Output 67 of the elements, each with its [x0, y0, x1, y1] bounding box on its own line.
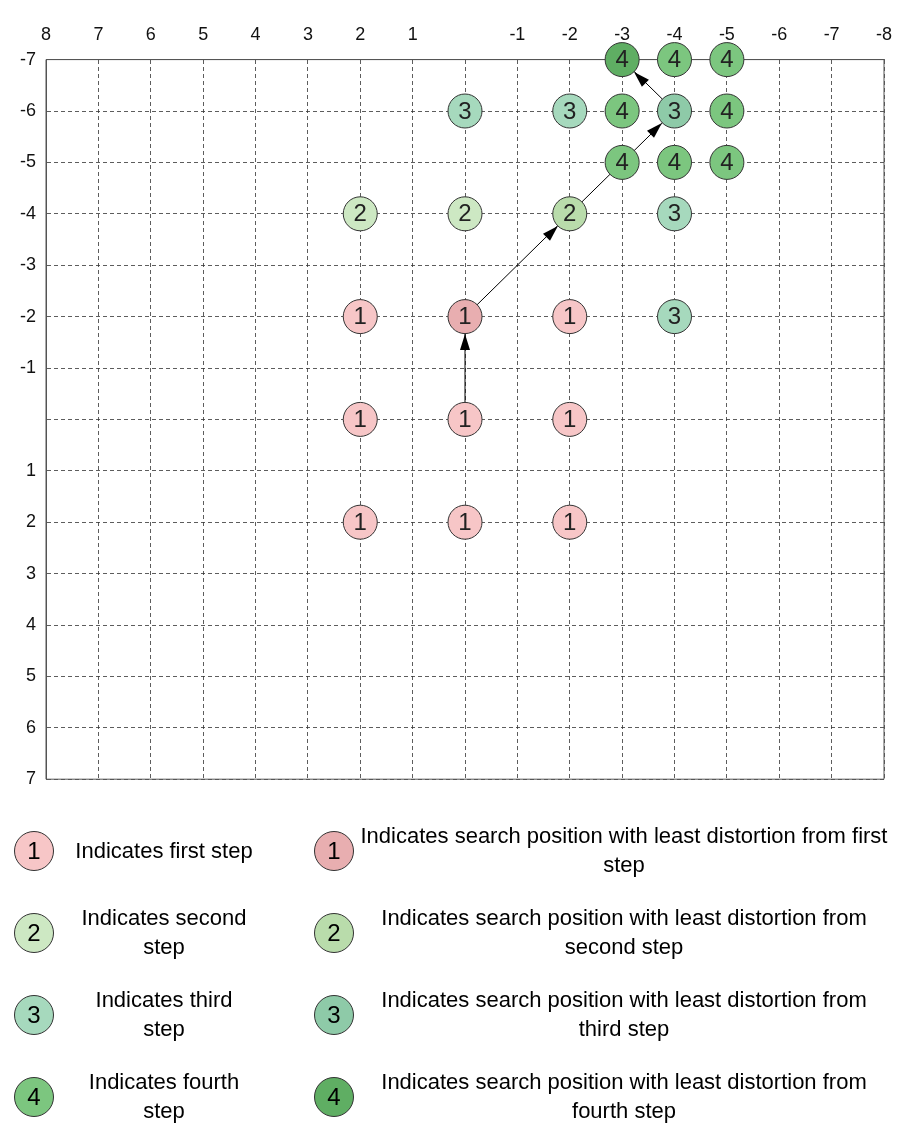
x-tick-label: -6: [771, 23, 788, 44]
x-tick-label: 6: [145, 23, 156, 44]
y-tick-label: 2: [25, 511, 36, 532]
annotation: 1: [458, 405, 472, 433]
y-tick-label: 5: [25, 665, 36, 686]
x-tick-label: -4: [666, 23, 683, 44]
annotation: 4: [615, 148, 629, 176]
x-tick-label: 1: [407, 23, 418, 44]
y-tick-label: 7: [25, 768, 36, 789]
y-tick-label: 1: [25, 459, 36, 480]
annotation: 3: [667, 96, 682, 124]
annotation: 4: [615, 45, 629, 73]
annotation: 4: [720, 45, 734, 73]
annotation: 1: [563, 405, 577, 433]
annotation: 2: [353, 199, 367, 227]
annotation: 4: [720, 148, 734, 176]
text: 4: [327, 1083, 341, 1110]
annotation: 1: [563, 302, 577, 330]
annotation: 1: [353, 302, 367, 330]
annotation: 3: [667, 302, 682, 330]
y-tick-label: -2: [19, 305, 36, 326]
x-tick-label: 3: [302, 23, 313, 44]
y-tick-label: 3: [25, 562, 36, 583]
legend-label: Indicates fourth step: [87, 1068, 241, 1125]
legend-label: Indicates search position with least distortion from third step: [380, 986, 868, 1043]
legend-label: Indicates search position with least distortion from fourth step: [380, 1068, 868, 1125]
x-tick-label: -3: [614, 23, 631, 44]
y-tick-label: -7: [19, 48, 36, 69]
legend-label: Indicates third step: [94, 986, 234, 1043]
x-tick-label: -8: [875, 23, 893, 44]
annotation: 3: [667, 199, 682, 227]
y-tick-label: -1: [19, 356, 36, 377]
annotation: 3: [458, 96, 472, 124]
annotation: 1: [563, 507, 577, 535]
text: 3: [327, 1001, 341, 1028]
x-tick-label: -1: [509, 23, 526, 44]
legend-label: Indicates search position with least distortion from second step: [380, 904, 868, 961]
x-tick-label: -5: [718, 23, 735, 44]
y-tick-label: -3: [19, 254, 36, 275]
legend-label: Indicates first step: [74, 836, 254, 865]
annotation: 1: [353, 507, 367, 535]
annotation: 3: [563, 96, 577, 124]
annotation: 4: [720, 96, 734, 124]
legend-label: Indicates search position with least distortion from first step: [359, 822, 889, 879]
annotation: 2: [563, 199, 577, 227]
text: 1: [327, 837, 341, 864]
text: 2: [327, 919, 341, 946]
x-tick-label: -7: [823, 23, 840, 44]
x-tick-label: 5: [198, 23, 209, 44]
y-tick-label: -4: [19, 202, 36, 223]
annotation: 4: [615, 96, 629, 124]
x-tick-label: 7: [93, 23, 104, 44]
y-tick-label: -6: [19, 99, 36, 120]
x-tick-label: 4: [250, 23, 261, 44]
x-tick-label: 2: [355, 23, 366, 44]
x-tick-label: 8: [41, 23, 52, 44]
annotation: 1: [458, 507, 472, 535]
y-tick-label: 4: [25, 613, 36, 634]
annotation: 4: [667, 45, 682, 73]
y-tick-label: 6: [25, 716, 36, 737]
annotation: 2: [458, 199, 472, 227]
annotation: 4: [667, 148, 682, 176]
x-tick-label: -2: [561, 23, 578, 44]
annotation: 1: [353, 405, 367, 433]
y-tick-label: -5: [19, 151, 36, 172]
annotation: 1: [458, 302, 472, 330]
legend-label: Indicates second step: [80, 904, 248, 961]
